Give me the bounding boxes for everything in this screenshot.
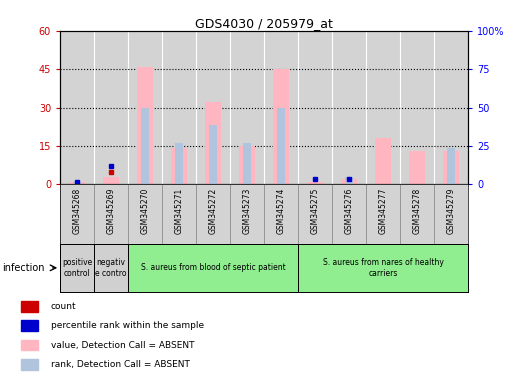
Bar	[20, 320, 38, 331]
Text: GSM345276: GSM345276	[345, 187, 354, 234]
Text: positive
control: positive control	[62, 258, 92, 278]
Text: S. aureus from blood of septic patient: S. aureus from blood of septic patient	[141, 263, 286, 272]
Bar	[206, 103, 221, 184]
Bar	[209, 126, 217, 184]
Text: count: count	[51, 302, 76, 311]
Text: GSM345271: GSM345271	[175, 187, 184, 233]
Bar	[94, 31, 128, 184]
Bar	[366, 31, 400, 184]
Bar	[277, 108, 285, 184]
Bar	[196, 31, 230, 184]
Bar	[104, 177, 119, 184]
Bar	[332, 184, 366, 246]
Text: GSM345270: GSM345270	[141, 187, 150, 234]
Bar	[128, 244, 298, 292]
Text: GSM345269: GSM345269	[107, 187, 116, 234]
Text: GSM345279: GSM345279	[447, 187, 456, 234]
Text: GSM345274: GSM345274	[277, 187, 286, 234]
Bar	[60, 184, 94, 246]
Bar	[128, 31, 162, 184]
Bar	[138, 66, 153, 184]
Bar	[172, 149, 187, 184]
Bar	[434, 31, 468, 184]
Bar	[94, 184, 128, 246]
Text: GSM345278: GSM345278	[413, 187, 422, 233]
Text: GSM345275: GSM345275	[311, 187, 320, 234]
Text: GSM345277: GSM345277	[379, 187, 388, 234]
Bar	[298, 244, 468, 292]
Text: negativ
e contro: negativ e contro	[95, 258, 127, 278]
Bar	[240, 146, 255, 184]
Bar	[274, 69, 289, 184]
Bar	[20, 340, 38, 351]
Bar	[162, 31, 196, 184]
Text: GSM345272: GSM345272	[209, 187, 218, 233]
Text: value, Detection Call = ABSENT: value, Detection Call = ABSENT	[51, 341, 194, 350]
Bar	[243, 143, 251, 184]
Text: GSM345268: GSM345268	[73, 187, 82, 233]
Bar	[264, 31, 298, 184]
Bar	[447, 149, 455, 184]
Text: infection: infection	[3, 263, 45, 273]
Bar	[60, 31, 94, 184]
Bar	[230, 184, 264, 246]
Bar	[230, 31, 264, 184]
Bar	[196, 184, 230, 246]
Bar	[444, 151, 459, 184]
Text: rank, Detection Call = ABSENT: rank, Detection Call = ABSENT	[51, 360, 189, 369]
Bar	[400, 31, 434, 184]
Bar	[175, 143, 183, 184]
Text: S. aureus from nares of healthy
carriers: S. aureus from nares of healthy carriers	[323, 258, 444, 278]
Bar	[73, 182, 81, 184]
Bar	[298, 184, 332, 246]
Bar	[376, 138, 391, 184]
Bar	[366, 184, 400, 246]
Bar	[410, 151, 425, 184]
Bar	[434, 184, 468, 246]
Bar	[60, 244, 94, 292]
Bar	[20, 301, 38, 311]
Bar	[20, 359, 38, 370]
Text: GSM345273: GSM345273	[243, 187, 252, 234]
Bar	[298, 31, 332, 184]
Bar	[342, 179, 357, 184]
Bar	[264, 184, 298, 246]
Bar	[141, 108, 149, 184]
Text: percentile rank within the sample: percentile rank within the sample	[51, 321, 204, 330]
Bar	[94, 244, 128, 292]
Bar	[400, 184, 434, 246]
Bar	[128, 184, 162, 246]
Bar	[308, 182, 323, 184]
Bar	[162, 184, 196, 246]
Bar	[70, 182, 85, 184]
Bar	[332, 31, 366, 184]
Title: GDS4030 / 205979_at: GDS4030 / 205979_at	[195, 17, 333, 30]
Bar	[345, 177, 353, 184]
